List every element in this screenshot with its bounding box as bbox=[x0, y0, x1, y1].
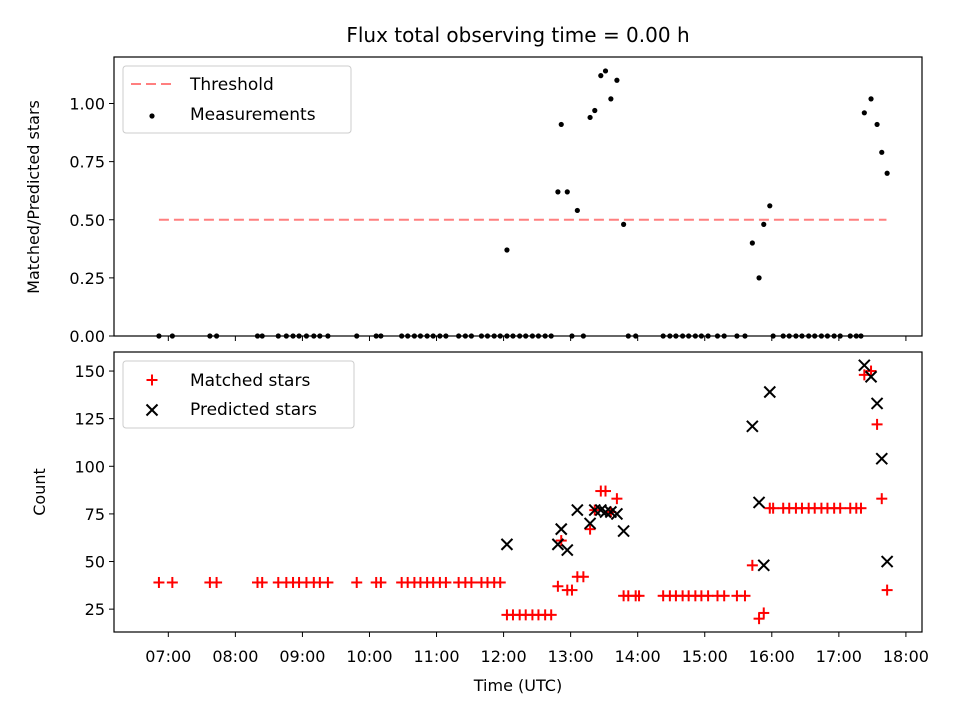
measurement-point bbox=[564, 189, 570, 195]
bottom-xtick-label: 09:00 bbox=[279, 647, 325, 666]
bottom-ytick-label: 100 bbox=[74, 457, 105, 476]
legend-measurements-label: Measurements bbox=[190, 105, 316, 125]
measurement-point bbox=[749, 240, 755, 246]
measurement-point bbox=[884, 170, 890, 176]
top-ytick-label: 0.75 bbox=[69, 153, 105, 172]
measurement-point bbox=[761, 221, 767, 227]
predicted-star-point bbox=[858, 359, 871, 372]
top-legend bbox=[122, 65, 352, 134]
bottom-xtick-label: 11:00 bbox=[413, 647, 459, 666]
top-ytick-label: 0.25 bbox=[69, 269, 105, 288]
predicted-star-point bbox=[599, 505, 612, 519]
measurement-point bbox=[614, 77, 620, 83]
bottom-ytick-label: 25 bbox=[85, 600, 105, 619]
predicted-star-point bbox=[870, 397, 884, 410]
predicted-star-point bbox=[555, 522, 568, 536]
bottom-xtick-label: 08:00 bbox=[212, 647, 258, 666]
top-plot-area: 0.00 0.25 0.50 0.75 1.00 Threshold Measurement… bbox=[69, 56, 923, 346]
predicted-star-point bbox=[875, 452, 888, 465]
predicted-star-point bbox=[500, 538, 514, 551]
measurement-point bbox=[602, 68, 609, 74]
predicted-star-point bbox=[763, 385, 776, 399]
bottom-ytick-label: 125 bbox=[74, 410, 105, 429]
predicted-star-point bbox=[864, 370, 878, 383]
bottom-ylabel: Count bbox=[30, 468, 49, 516]
predicted-star-point bbox=[757, 559, 770, 572]
bottom-xtick-label: 18:00 bbox=[883, 647, 929, 666]
predicted-star-point bbox=[617, 524, 630, 538]
predicted-star-point bbox=[571, 503, 584, 517]
bottom-frame bbox=[113, 351, 923, 633]
bottom-plot-area: 25 50 75 100 125 150 07:00 08:00 09:00 10:00 11:00… bbox=[74, 351, 929, 666]
legend-threshold-label: Threshold bbox=[189, 75, 274, 95]
measurement-point bbox=[767, 203, 773, 209]
measurement-point bbox=[587, 114, 593, 121]
measurement-point bbox=[756, 275, 762, 281]
predicted-star-point bbox=[610, 507, 624, 521]
bottom-xtick-label: 16:00 bbox=[749, 647, 795, 666]
bottom-xtick-label: 15:00 bbox=[682, 647, 728, 666]
legend-matched-label: Matched stars bbox=[190, 371, 310, 391]
top-ytick-label: 0.50 bbox=[69, 211, 105, 230]
bottom-xtick-label: 07:00 bbox=[145, 647, 191, 666]
measurement-point bbox=[574, 207, 580, 214]
predicted-star-point bbox=[594, 503, 608, 517]
bottom-ytick-label: 150 bbox=[74, 362, 105, 381]
bottom-xtick-label: 17:00 bbox=[816, 647, 862, 666]
measurement-point bbox=[874, 121, 880, 128]
bottom-xtick-label: 10:00 bbox=[346, 647, 392, 666]
legend-predicted-swatch bbox=[145, 403, 159, 417]
top-frame bbox=[113, 56, 923, 337]
measurement-point bbox=[879, 149, 885, 155]
measurement-point bbox=[608, 96, 614, 102]
predicted-star-point bbox=[561, 543, 574, 557]
bottom-xtick-label: 12:00 bbox=[481, 647, 527, 666]
measurement-point bbox=[598, 73, 604, 79]
measurement-point bbox=[868, 96, 874, 102]
measurement-point bbox=[861, 110, 867, 116]
bottom-ytick-label: 50 bbox=[85, 553, 105, 572]
bottom-legend bbox=[122, 360, 355, 429]
measurement-point bbox=[555, 189, 561, 195]
measurement-point bbox=[504, 247, 510, 253]
predicted-star-point bbox=[551, 538, 565, 551]
predicted-star-point bbox=[880, 555, 894, 568]
bottom-xlabel: Time (UTC) bbox=[473, 676, 562, 695]
bottom-xtick-label: 13:00 bbox=[548, 647, 594, 666]
legend-predicted-label: Predicted stars bbox=[190, 400, 317, 420]
predicted-star-point bbox=[583, 517, 597, 530]
predicted-star-point bbox=[746, 420, 759, 433]
top-title: Flux total observing time = 0.00 h bbox=[346, 23, 689, 47]
measurement-point bbox=[558, 121, 564, 128]
bottom-xtick-label: 14:00 bbox=[615, 647, 661, 666]
predicted-star-point bbox=[604, 505, 618, 519]
top-ytick-label: 1.00 bbox=[69, 95, 105, 114]
legend-measurements-swatch bbox=[149, 113, 155, 119]
top-ylabel: Matched/Predicted stars bbox=[24, 100, 43, 294]
top-ytick-label: 0.00 bbox=[69, 327, 105, 346]
bottom-ytick-label: 75 bbox=[85, 505, 105, 524]
predicted-star-point bbox=[752, 496, 766, 509]
measurement-point bbox=[621, 221, 627, 227]
measurement-point bbox=[592, 107, 598, 114]
